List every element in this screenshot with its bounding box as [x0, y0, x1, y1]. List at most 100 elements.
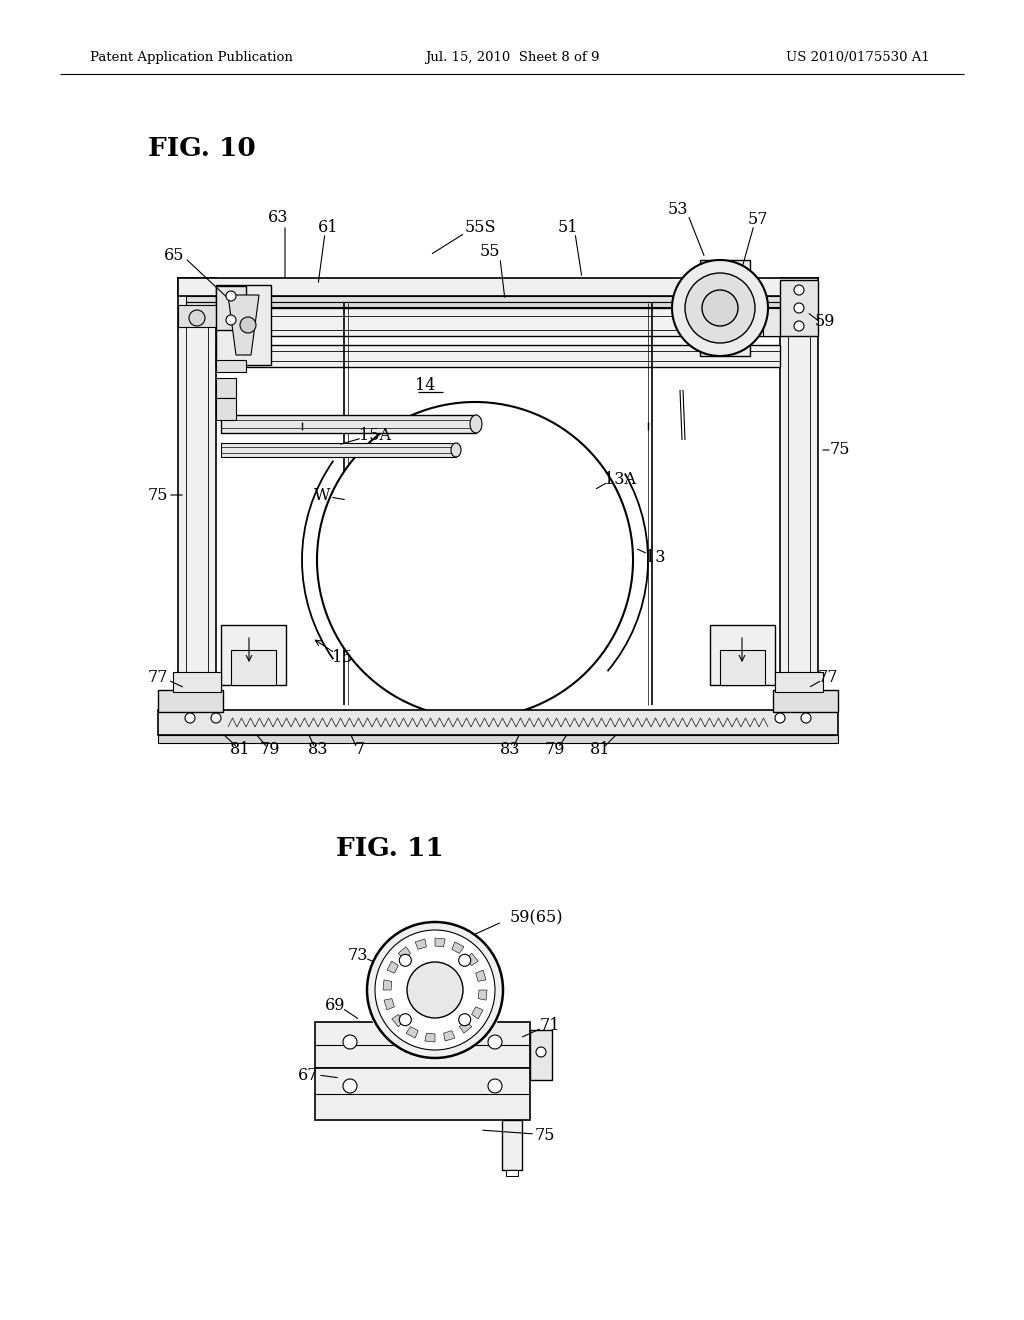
Bar — [216, 360, 246, 372]
Bar — [186, 296, 810, 302]
Polygon shape — [387, 961, 398, 973]
Circle shape — [775, 713, 785, 723]
Text: FIG. 10: FIG. 10 — [148, 136, 256, 161]
Text: 81: 81 — [590, 742, 610, 759]
Polygon shape — [384, 999, 394, 1010]
Bar — [178, 279, 216, 710]
Polygon shape — [407, 1027, 418, 1038]
Text: 51: 51 — [558, 219, 579, 236]
Circle shape — [317, 403, 633, 718]
Text: 83: 83 — [500, 742, 520, 759]
Text: 15A: 15A — [359, 426, 391, 444]
Circle shape — [488, 1078, 502, 1093]
Circle shape — [672, 260, 768, 356]
Bar — [216, 399, 236, 420]
Bar — [530, 1030, 552, 1080]
Polygon shape — [228, 294, 259, 355]
Circle shape — [375, 931, 495, 1049]
Text: 73: 73 — [348, 946, 369, 964]
Text: 69: 69 — [325, 997, 345, 1014]
Bar — [720, 649, 765, 685]
Text: 77: 77 — [147, 669, 168, 686]
Polygon shape — [443, 1031, 455, 1041]
Circle shape — [343, 1078, 357, 1093]
Text: 57: 57 — [748, 211, 768, 228]
Circle shape — [801, 713, 811, 723]
Bar — [506, 1170, 518, 1176]
Text: Patent Application Publication: Patent Application Publication — [90, 51, 293, 65]
Circle shape — [794, 285, 804, 294]
Text: FIG. 11: FIG. 11 — [336, 836, 443, 861]
Ellipse shape — [451, 444, 461, 457]
Text: 55: 55 — [480, 243, 501, 260]
Text: 77: 77 — [818, 669, 839, 686]
Bar — [216, 345, 780, 367]
Bar — [216, 378, 236, 399]
Bar — [186, 302, 810, 308]
Circle shape — [367, 921, 503, 1059]
Text: W: W — [313, 487, 331, 504]
Bar — [502, 1119, 522, 1170]
Bar — [775, 672, 823, 692]
Circle shape — [407, 962, 463, 1018]
Text: Jul. 15, 2010  Sheet 8 of 9: Jul. 15, 2010 Sheet 8 of 9 — [425, 51, 599, 65]
Text: 65: 65 — [164, 247, 184, 264]
Circle shape — [685, 273, 755, 343]
Text: 14: 14 — [415, 376, 435, 393]
Polygon shape — [460, 1022, 472, 1034]
Bar — [173, 672, 221, 692]
Circle shape — [343, 1035, 357, 1049]
Text: 61: 61 — [317, 219, 338, 236]
Circle shape — [226, 315, 236, 325]
Bar — [178, 279, 818, 296]
Bar — [231, 649, 276, 685]
Text: 81: 81 — [229, 742, 250, 759]
Circle shape — [399, 954, 412, 966]
Bar — [700, 260, 750, 356]
Bar — [221, 444, 456, 457]
Bar — [216, 308, 780, 337]
Bar — [158, 710, 838, 735]
Polygon shape — [476, 970, 486, 981]
Polygon shape — [472, 1007, 483, 1019]
Bar — [221, 414, 476, 433]
Polygon shape — [452, 942, 464, 953]
Text: 79: 79 — [260, 742, 281, 759]
Circle shape — [399, 1014, 412, 1026]
Ellipse shape — [470, 414, 482, 433]
Text: 83: 83 — [308, 742, 329, 759]
Bar — [158, 735, 838, 743]
Circle shape — [189, 310, 205, 326]
Text: 75: 75 — [829, 441, 850, 458]
Circle shape — [794, 321, 804, 331]
Circle shape — [459, 1014, 471, 1026]
Text: 79: 79 — [545, 742, 565, 759]
Circle shape — [459, 954, 471, 966]
Text: US 2010/0175530 A1: US 2010/0175530 A1 — [786, 51, 930, 65]
Bar — [315, 1068, 530, 1119]
Circle shape — [211, 713, 221, 723]
Text: 71: 71 — [540, 1016, 560, 1034]
Text: 75: 75 — [147, 487, 168, 503]
Circle shape — [365, 920, 505, 1060]
Polygon shape — [415, 939, 426, 949]
Bar — [221, 624, 286, 685]
Polygon shape — [425, 1034, 435, 1041]
Polygon shape — [392, 1015, 403, 1027]
Bar — [178, 305, 216, 327]
Polygon shape — [466, 953, 478, 965]
Text: 67: 67 — [298, 1067, 318, 1084]
Circle shape — [185, 713, 195, 723]
Text: 75: 75 — [535, 1126, 555, 1143]
Bar — [780, 280, 818, 337]
Bar — [216, 286, 246, 330]
Circle shape — [794, 304, 804, 313]
Text: 13A: 13A — [604, 471, 636, 488]
Bar — [710, 624, 775, 685]
Circle shape — [536, 1047, 546, 1057]
Text: 53: 53 — [668, 202, 688, 219]
Text: 15: 15 — [332, 648, 352, 665]
Bar — [773, 690, 838, 711]
Bar — [763, 308, 780, 337]
Polygon shape — [478, 990, 487, 1001]
